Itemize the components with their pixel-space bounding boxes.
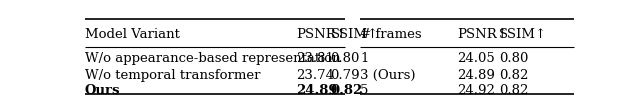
Text: 23.74: 23.74 [296, 69, 334, 82]
Text: 5: 5 [360, 84, 369, 97]
Text: 0.80: 0.80 [499, 52, 529, 65]
Text: 0.82: 0.82 [499, 69, 529, 82]
Text: # frames: # frames [360, 28, 422, 41]
Text: SSIM↑: SSIM↑ [330, 28, 379, 41]
Text: Ours: Ours [85, 84, 120, 97]
Text: 0.82: 0.82 [499, 84, 529, 97]
Text: 0.80: 0.80 [330, 52, 360, 65]
Text: 0.79: 0.79 [330, 69, 360, 82]
Text: PSNR↑: PSNR↑ [457, 28, 508, 41]
Text: 24.89: 24.89 [296, 84, 337, 97]
Text: 24.92: 24.92 [457, 84, 495, 97]
Text: 1: 1 [360, 52, 369, 65]
Text: 23.81: 23.81 [296, 52, 333, 65]
Text: SSIM↑: SSIM↑ [499, 28, 547, 41]
Text: 3 (Ours): 3 (Ours) [360, 69, 416, 82]
Text: Model Variant: Model Variant [85, 28, 180, 41]
Text: W/o appearance-based representation: W/o appearance-based representation [85, 52, 340, 65]
Text: W/o temporal transformer: W/o temporal transformer [85, 69, 260, 82]
Text: 24.05: 24.05 [457, 52, 495, 65]
Text: 0.82: 0.82 [330, 84, 363, 97]
Text: 24.89: 24.89 [457, 69, 495, 82]
Text: PSNR↑: PSNR↑ [296, 28, 347, 41]
